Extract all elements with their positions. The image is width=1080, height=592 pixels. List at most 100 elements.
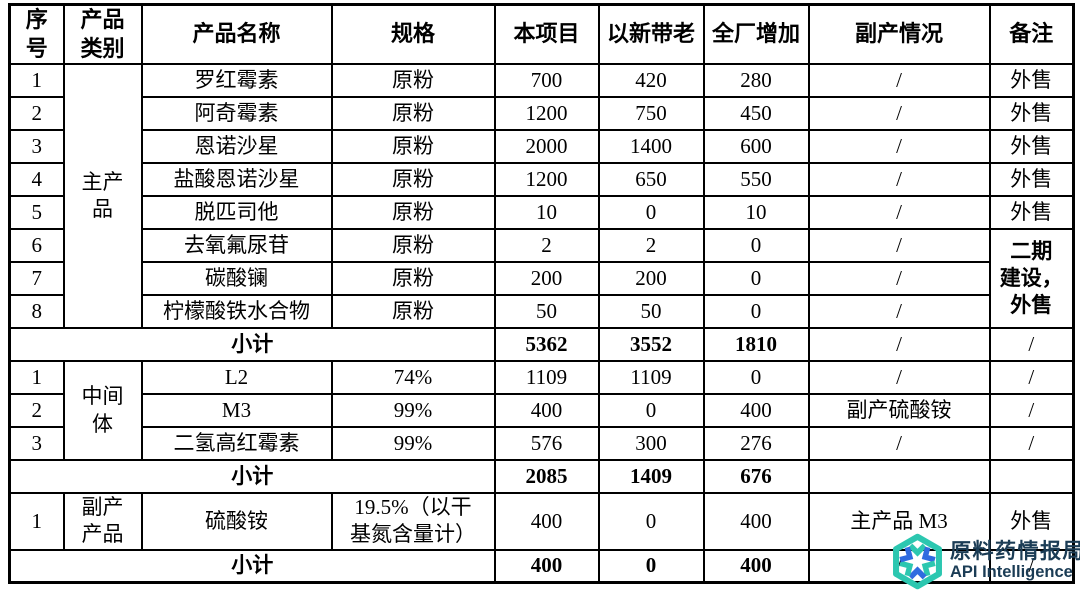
increase-value-cell: 276 [702, 426, 810, 462]
category-cell: 副产 产品 [62, 492, 143, 551]
increase-value-cell: 0 [702, 294, 810, 330]
table-row: 2 M3 99% 400 0 400 副产硫酸铵 / [8, 393, 1075, 429]
logo: 原料药情报局 API Intelligence [890, 533, 1080, 590]
project-value-cell: 400 [493, 492, 600, 551]
row-number-cell: 3 [8, 426, 65, 462]
row-number-cell: 7 [8, 261, 65, 297]
spec-cell: 原粉 [330, 228, 496, 264]
table-row: 3 二氢高红霉素 99% 576 300 276 / / [8, 426, 1075, 462]
renovation-value-cell: 200 [597, 261, 705, 297]
header-renovation: 以新带老 [597, 3, 705, 66]
subtotal-remark-cell: / [988, 548, 1075, 584]
project-value-cell: 10 [493, 195, 600, 231]
increase-value-cell: 600 [702, 129, 810, 165]
row-number-cell: 3 [8, 129, 65, 165]
row-number-cell: 4 [8, 162, 65, 198]
table-row: 8 柠檬酸铁水合物 原粉 50 50 0 / [8, 294, 1074, 330]
increase-value-cell: 0 [702, 228, 810, 264]
subtotal-project-cell: 400 [493, 548, 600, 584]
renovation-value-cell: 50 [597, 294, 705, 330]
project-value-cell: 1109 [493, 360, 600, 396]
increase-value-cell: 0 [702, 360, 810, 396]
remark-cell: 外售 [988, 129, 1075, 165]
remark-cell: 外售 [988, 492, 1075, 551]
table-row: 6 去氧氟尿苷 原粉 2 2 0 / 二期 建设， 外售 [8, 228, 1075, 330]
subtotal-label-cell: 小计 [8, 459, 496, 495]
product-name-cell: 盐酸恩诺沙星 [140, 162, 333, 198]
byproduct-cell: / [807, 96, 991, 132]
project-value-cell: 700 [493, 63, 600, 99]
spec-cell: 原粉 [330, 63, 496, 99]
product-name-cell: 脱匹司他 [140, 195, 333, 231]
remark-cell: 外售 [988, 63, 1075, 99]
header-remark: 备注 [988, 3, 1075, 66]
product-name-cell: 罗红霉素 [140, 63, 333, 99]
subtotal-byproduct-cell: / [807, 327, 991, 363]
row-number-cell: 2 [8, 393, 65, 429]
header-increase: 全厂增加 [702, 3, 810, 66]
header-spec: 规格 [330, 3, 496, 66]
row-number-cell: 2 [8, 96, 65, 132]
header-byproduct: 副产情况 [807, 3, 991, 66]
row-number-cell: 1 [8, 492, 65, 551]
project-value-cell: 200 [493, 261, 600, 297]
renovation-value-cell: 0 [597, 393, 705, 429]
header-category: 产品 类别 [62, 3, 143, 66]
spec-cell: 原粉 [330, 129, 496, 165]
remark-merged-cell: 二期 建设， 外售 [988, 228, 1075, 330]
byproduct-cell: / [807, 195, 991, 231]
table-row: 1 中间 体 L2 74% 1109 1109 0 / / [8, 360, 1075, 462]
spec-cell: 原粉 [330, 294, 496, 330]
table-row: 1 副产 产品 硫酸铵 19.5%（以干 基氮含量计） 400 0 400 主产… [8, 492, 1075, 551]
subtotal-increase-cell: 676 [702, 459, 810, 495]
header-seq: 序 号 [8, 3, 65, 66]
remark-cell: / [988, 393, 1075, 429]
renovation-value-cell: 2 [597, 228, 705, 264]
product-name-cell: 阿奇霉素 [140, 96, 333, 132]
spec-cell: 原粉 [330, 195, 496, 231]
remark-cell: 外售 [988, 96, 1075, 132]
byproduct-cell: / [807, 162, 991, 198]
increase-value-cell: 400 [702, 492, 810, 551]
table-row: 2 阿奇霉素 原粉 1200 750 450 / 外售 [8, 96, 1075, 132]
subtotal-byproduct-cell [807, 459, 991, 495]
spec-cell: 原粉 [330, 261, 496, 297]
project-value-cell: 400 [493, 393, 600, 429]
renovation-value-cell: 0 [597, 195, 705, 231]
renovation-value-cell: 650 [597, 162, 705, 198]
project-value-cell: 1200 [493, 162, 600, 198]
project-value-cell: 576 [493, 426, 600, 462]
increase-value-cell: 450 [702, 96, 810, 132]
increase-value-cell: 10 [702, 195, 810, 231]
product-name-cell: 碳酸镧 [140, 261, 333, 297]
subtotal-renovation-cell: 0 [597, 548, 705, 584]
renovation-value-cell: 420 [597, 63, 705, 99]
product-name-cell: L2 [140, 360, 333, 396]
row-number-cell: 1 [8, 63, 65, 99]
byproduct-cell: / [807, 63, 991, 99]
increase-value-cell: 400 [702, 393, 810, 429]
remark-cell: / [988, 360, 1075, 396]
subtotal-row: 小计 5362 3552 1810 / / [8, 327, 1075, 363]
spec-cell: 原粉 [330, 96, 496, 132]
renovation-value-cell: 1400 [597, 129, 705, 165]
remark-cell: 外售 [988, 162, 1075, 198]
byproduct-cell: / [807, 228, 991, 264]
product-name-cell: 恩诺沙星 [140, 129, 333, 165]
renovation-value-cell: 1109 [597, 360, 705, 396]
byproduct-cell: 主产品 M3 [807, 492, 991, 551]
subtotal-project-cell: 2085 [493, 459, 600, 495]
project-value-cell: 2 [493, 228, 600, 264]
subtotal-renovation-cell: 3552 [597, 327, 705, 363]
subtotal-renovation-cell: 1409 [597, 459, 705, 495]
remark-cell: / [988, 426, 1075, 462]
product-name-cell: M3 [140, 393, 333, 429]
project-value-cell: 1200 [493, 96, 600, 132]
subtotal-remark-cell [988, 459, 1075, 495]
row-number-cell: 1 [8, 360, 65, 396]
byproduct-cell: 副产硫酸铵 [807, 393, 991, 429]
subtotal-remark-cell: / [988, 327, 1075, 363]
header-project: 本项目 [493, 3, 600, 66]
subtotal-project-cell: 5362 [493, 327, 600, 363]
project-value-cell: 50 [493, 294, 600, 330]
